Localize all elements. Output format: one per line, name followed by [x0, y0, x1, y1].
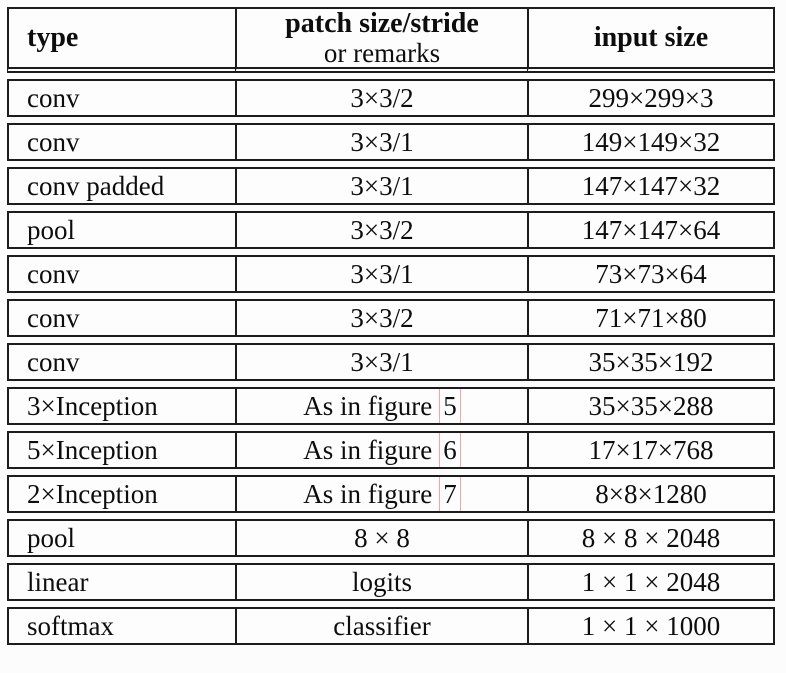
cell-type: conv — [7, 255, 235, 293]
cell-patch: 3×3/2 — [235, 299, 527, 337]
column-header-patch-size-stride: patch size/stride or remarks — [235, 7, 527, 73]
figure-7-link[interactable]: 7 — [439, 477, 461, 511]
cell-type: pool — [7, 211, 235, 249]
cell-patch: logits — [235, 563, 527, 601]
cell-type: 3×Inception — [7, 387, 235, 425]
cell-input: 17×17×768 — [527, 431, 775, 469]
table-row: softmax classifier 1 × 1 × 1000 — [7, 607, 775, 645]
cell-type: pool — [7, 519, 235, 557]
cell-input: 1 × 1 × 1000 — [527, 607, 775, 645]
table-row: conv 3×3/2 299×299×3 — [7, 79, 775, 117]
table-row: 2×Inception As in figure 7 8×8×1280 — [7, 475, 775, 513]
remark-text: As in figure — [303, 479, 433, 509]
cell-patch: 3×3/1 — [235, 123, 527, 161]
column-header-input-size: input size — [527, 7, 775, 73]
column-header-patch-main: patch size/stride — [285, 8, 479, 39]
cell-patch: 3×3/1 — [235, 167, 527, 205]
cell-input: 35×35×192 — [527, 343, 775, 381]
cell-patch-remarks: As in figure 6 — [235, 431, 527, 469]
cell-type: linear — [7, 563, 235, 601]
cell-type: conv padded — [7, 167, 235, 205]
figure-6-link[interactable]: 6 — [439, 433, 461, 467]
table-row: conv padded 3×3/1 147×147×32 — [7, 167, 775, 205]
cell-patch: 3×3/2 — [235, 79, 527, 117]
cell-input: 1 × 1 × 2048 — [527, 563, 775, 601]
cell-type: conv — [7, 79, 235, 117]
remark-text: As in figure — [303, 391, 433, 421]
cell-input: 147×147×32 — [527, 167, 775, 205]
cell-patch: 3×3/1 — [235, 343, 527, 381]
table-row: conv 3×3/1 35×35×192 — [7, 343, 775, 381]
table-row: 5×Inception As in figure 6 17×17×768 — [7, 431, 775, 469]
cell-input: 149×149×32 — [527, 123, 775, 161]
network-outline-table: type patch size/stride or remarks input … — [7, 1, 775, 651]
table-row: conv 3×3/1 149×149×32 — [7, 123, 775, 161]
column-header-or-remarks: or remarks — [323, 38, 441, 68]
cell-input: 147×147×64 — [527, 211, 775, 249]
header-row: type patch size/stride or remarks input … — [7, 7, 775, 73]
cell-type: softmax — [7, 607, 235, 645]
cell-type: 5×Inception — [7, 431, 235, 469]
cell-patch: 3×3/2 — [235, 211, 527, 249]
figure-5-link[interactable]: 5 — [439, 389, 461, 423]
table-row: linear logits 1 × 1 × 2048 — [7, 563, 775, 601]
cell-type: 2×Inception — [7, 475, 235, 513]
cell-type: conv — [7, 123, 235, 161]
cell-input: 35×35×288 — [527, 387, 775, 425]
cell-patch: 3×3/1 — [235, 255, 527, 293]
table-row: conv 3×3/1 73×73×64 — [7, 255, 775, 293]
cell-input: 8×8×1280 — [527, 475, 775, 513]
cell-type: conv — [7, 343, 235, 381]
table-row: 3×Inception As in figure 5 35×35×288 — [7, 387, 775, 425]
table-row: pool 3×3/2 147×147×64 — [7, 211, 775, 249]
cell-patch: classifier — [235, 607, 527, 645]
cell-input: 8 × 8 × 2048 — [527, 519, 775, 557]
cell-patch: 8 × 8 — [235, 519, 527, 557]
table-row: conv 3×3/2 71×71×80 — [7, 299, 775, 337]
cell-patch-remarks: As in figure 5 — [235, 387, 527, 425]
cell-input: 299×299×3 — [527, 79, 775, 117]
cell-type: conv — [7, 299, 235, 337]
cell-input: 73×73×64 — [527, 255, 775, 293]
cell-patch-remarks: As in figure 7 — [235, 475, 527, 513]
table-row: pool 8 × 8 8 × 8 × 2048 — [7, 519, 775, 557]
architecture-table: type patch size/stride or remarks input … — [7, 1, 775, 651]
cell-input: 71×71×80 — [527, 299, 775, 337]
remark-text: As in figure — [303, 435, 433, 465]
column-header-type: type — [7, 7, 235, 73]
